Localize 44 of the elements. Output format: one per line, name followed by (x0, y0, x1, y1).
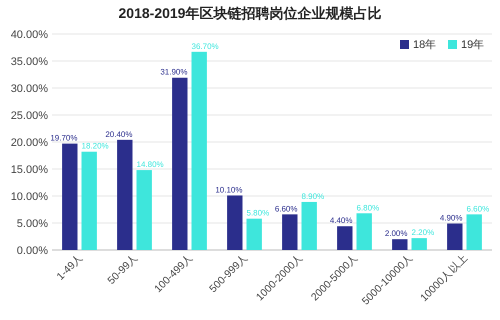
data-label: 31.90% (160, 68, 188, 77)
bar (337, 226, 352, 250)
bar (412, 238, 427, 250)
legend-label: 19年 (461, 39, 484, 51)
y-tick-label: 30.00% (10, 83, 48, 95)
data-label: 8.90% (302, 192, 324, 201)
data-label: 6.60% (274, 204, 298, 214)
y-tick-label: 20.00% (10, 137, 48, 149)
bar (282, 214, 298, 250)
y-tick-label: 15.00% (10, 164, 48, 176)
bar (227, 195, 242, 250)
y-tick-label: 0.00% (16, 245, 48, 257)
data-label: 6.80% (356, 203, 380, 212)
y-tick-label: 25.00% (10, 110, 48, 122)
data-label: 4.90% (440, 214, 462, 223)
data-label: 2.00% (384, 229, 408, 238)
data-label: 10.10% (215, 185, 242, 194)
bar (172, 78, 188, 250)
y-tick-label: 5.00% (16, 218, 48, 230)
data-label: 19.70% (50, 134, 78, 143)
bar (466, 214, 482, 250)
data-label: 18.20% (82, 142, 109, 151)
bar (136, 170, 152, 250)
data-label: 36.70% (192, 42, 219, 51)
y-tick-label: 35.00% (10, 56, 48, 68)
data-label: 2.20% (412, 228, 434, 238)
data-label: 6.60% (466, 204, 490, 214)
bar (62, 144, 78, 250)
bar (192, 52, 207, 250)
chart-title: 2018-2019年区块链招聘岗位企业规模占比 (118, 5, 382, 21)
bar (447, 224, 462, 250)
bar (392, 239, 408, 250)
y-tick-label: 10.00% (10, 191, 48, 203)
bar (117, 140, 132, 250)
legend-label: 18年 (413, 39, 436, 51)
bar (82, 152, 97, 250)
data-label: 5.80% (246, 208, 270, 218)
data-label: 20.40% (105, 130, 132, 139)
bar (302, 202, 317, 250)
bar (356, 213, 372, 250)
data-label: 14.80% (136, 160, 164, 170)
y-tick-label: 40.00% (10, 29, 48, 41)
data-label: 4.40% (330, 216, 352, 226)
bar (246, 218, 262, 250)
